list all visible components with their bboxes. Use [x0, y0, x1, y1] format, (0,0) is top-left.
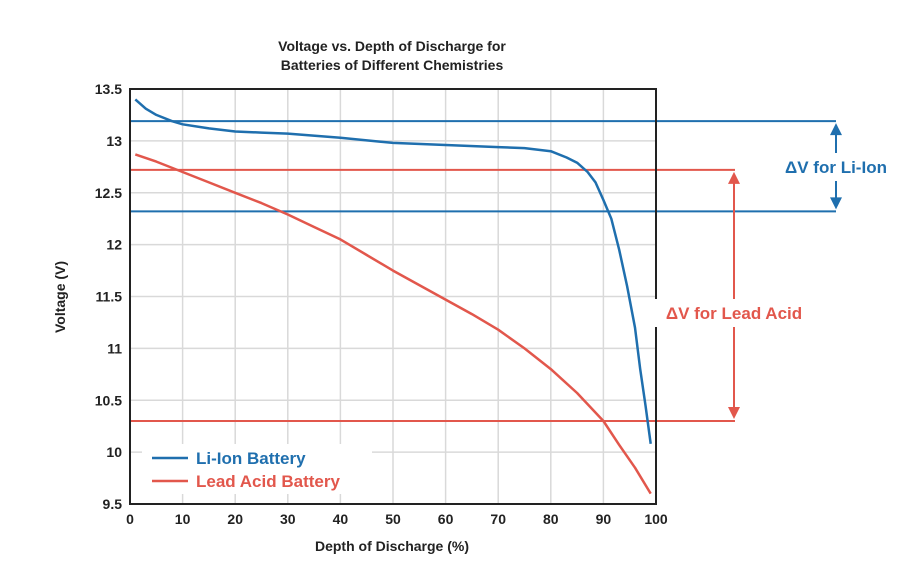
x-tick-label: 90 — [596, 511, 612, 527]
annotations: ΔV for Li-Ion ΔV for Lead Acid — [644, 123, 906, 419]
tick-labels: 0 10 20 30 40 50 60 70 80 90 100 9.5 10 10.5 11 11.5 12 1… — [95, 81, 668, 527]
y-tick-label: 13.5 — [95, 81, 122, 97]
lead-acid-delta-label: ΔV for Lead Acid — [666, 304, 802, 323]
x-tick-label: 70 — [490, 511, 506, 527]
li-ion-label-background — [746, 153, 906, 181]
y-tick-label: 9.5 — [103, 496, 123, 512]
lead-acid-label-background — [644, 299, 824, 327]
grid — [129, 88, 657, 505]
y-tick-label: 10.5 — [95, 392, 122, 408]
legend-label-li-ion: Li-Ion Battery — [196, 449, 306, 468]
y-tick-label: 11 — [107, 340, 122, 356]
x-tick-label: 10 — [175, 511, 191, 527]
legend: Li-Ion Battery Lead Acid Battery — [142, 444, 372, 494]
x-tick-label: 40 — [333, 511, 349, 527]
lead-acid-arrowhead-bottom — [728, 407, 740, 419]
y-tick-label: 12 — [106, 237, 122, 253]
plot-frame — [129, 88, 657, 505]
y-tick-label: 13 — [106, 133, 122, 149]
x-tick-label: 0 — [126, 511, 134, 527]
x-tick-label: 20 — [227, 511, 243, 527]
x-tick-label: 80 — [543, 511, 559, 527]
x-tick-label: 50 — [385, 511, 401, 527]
lead-acid-series-line — [134, 153, 652, 495]
legend-label-lead-acid: Lead Acid Battery — [196, 472, 340, 491]
x-tick-label: 60 — [438, 511, 454, 527]
reference-lines — [130, 120, 836, 422]
li-ion-arrowhead-top — [830, 123, 842, 136]
chart-title-line-1: Voltage vs. Depth of Discharge for — [278, 38, 506, 54]
x-tick-label: 30 — [280, 511, 296, 527]
legend-background — [142, 444, 372, 494]
y-tick-label: 10 — [106, 444, 122, 460]
lead-acid-arrowhead-top — [728, 171, 740, 184]
y-axis-label: Voltage (V) — [52, 261, 68, 333]
x-tick-label: 100 — [644, 511, 668, 527]
y-tick-label: 11.5 — [96, 289, 123, 305]
li-ion-delta-label: ΔV for Li-Ion — [785, 158, 887, 177]
series-lines — [134, 98, 652, 495]
x-axis-label: Depth of Discharge (%) — [315, 538, 469, 554]
li-ion-series-line — [134, 98, 652, 444]
y-tick-label: 12.5 — [95, 185, 122, 201]
chart-title-line-2: Batteries of Different Chemistries — [281, 57, 504, 73]
li-ion-arrowhead-bottom — [830, 197, 842, 210]
